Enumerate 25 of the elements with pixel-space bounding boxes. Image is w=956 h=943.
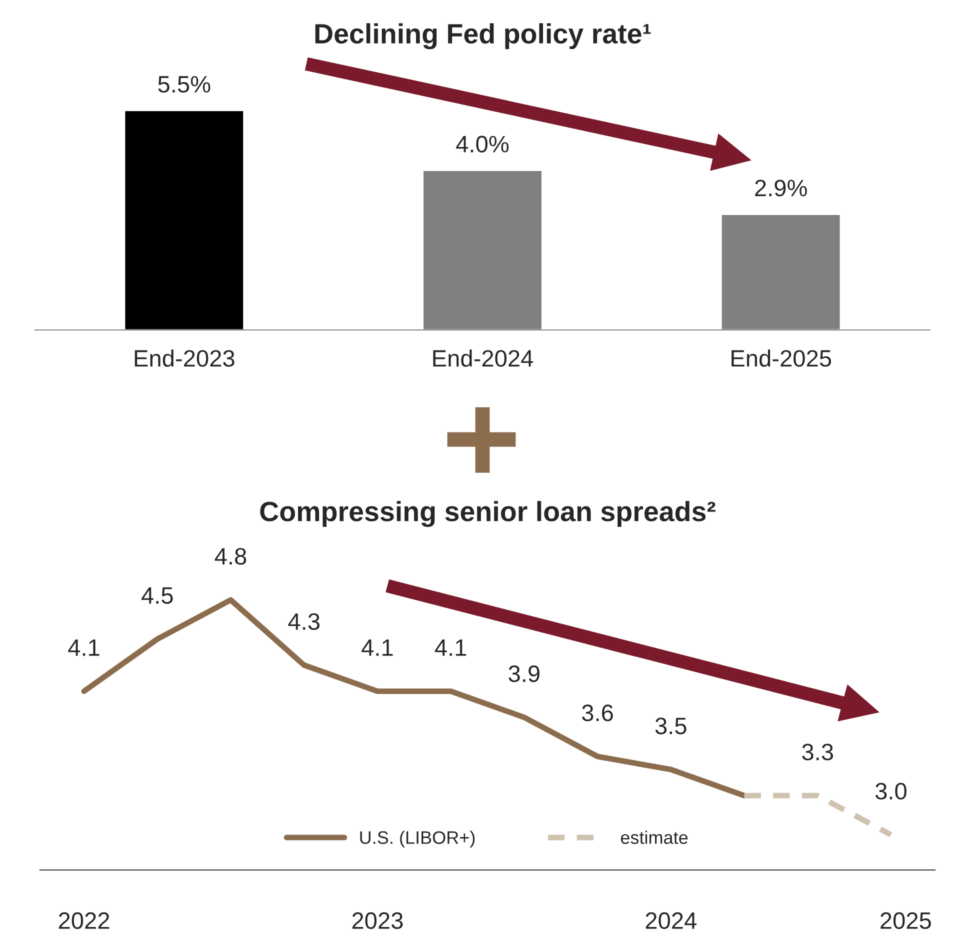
- chart-title: Compressing senior loan spreads²: [260, 500, 716, 527]
- x-tick-label: 2023: [352, 912, 403, 930]
- x-tick-label: 2025: [880, 912, 931, 930]
- data-label: 3.5: [655, 718, 686, 734]
- x-tick-label: 2024: [646, 912, 696, 930]
- chart-title: Declining Fed policy rate¹: [315, 23, 651, 50]
- data-label: 3.0: [875, 782, 906, 800]
- data-label: 4.5: [142, 587, 173, 604]
- data-label: 5.5%: [158, 76, 210, 93]
- data-label: 4.1: [434, 640, 466, 656]
- data-label: 2.9%: [755, 180, 807, 196]
- data-label: 4.8: [214, 548, 246, 565]
- data-label: 4.1: [68, 640, 100, 656]
- data-label: 3.9: [508, 665, 540, 682]
- data-label: 4.0%: [456, 136, 509, 153]
- data-label: 4.3: [288, 613, 320, 630]
- x-tick-label: End-2025: [732, 349, 832, 367]
- x-tick-label: End-2023: [134, 349, 234, 367]
- data-label: 3.6: [582, 704, 613, 722]
- x-tick-label: 2022: [58, 912, 110, 930]
- legend-label: U.S. (LIBOR+): [360, 830, 475, 848]
- data-label: 3.3: [802, 744, 833, 760]
- x-tick-label: End-2024: [433, 349, 534, 367]
- legend-label: estimate: [620, 830, 688, 844]
- data-label: 4.1: [362, 640, 393, 656]
